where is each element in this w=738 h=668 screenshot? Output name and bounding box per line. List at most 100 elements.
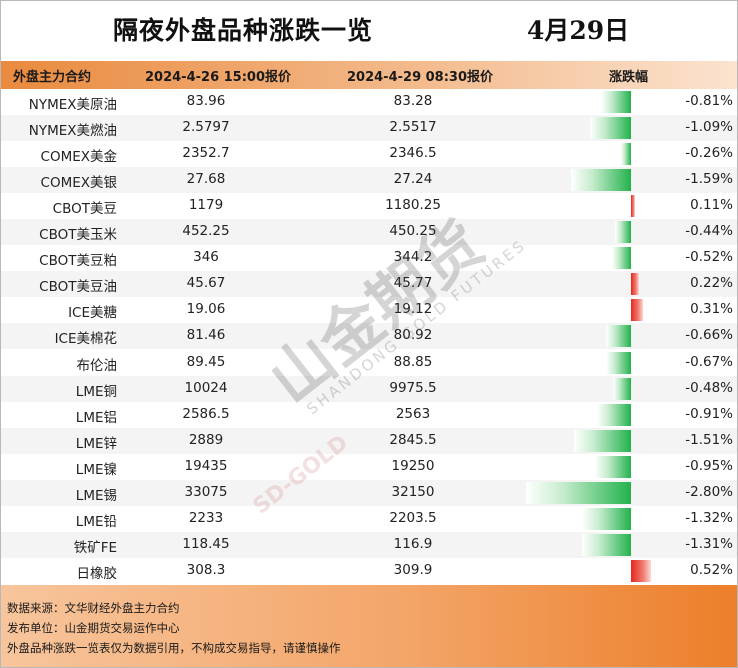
contract-name-text: CBOT美豆 [52,201,117,218]
contract-name: CBOT美豆 [53,197,117,217]
price-0426-text: 2233 [188,509,224,526]
change-bar-down [526,481,631,504]
contract-name-text: LME锌 [75,435,117,452]
contract-name-text: LME锡 [75,487,117,504]
price-0429-text: 450.25 [389,223,437,240]
footer: 数据来源：文华财经外盘主力合约 发布单位：山金期货交易运作中心 外盘品种涨跌一览… [1,585,737,667]
page-title: 隔夜外盘品种涨跌一览 [113,16,374,45]
change-bar-down [621,143,631,166]
contract-name-text: 日橡胶 [76,565,118,582]
table-row: ICE美糖 19.06 19.12 0.31% [1,297,737,323]
change-percent-text: -2.80% [685,483,733,500]
contract-name-text: CBOT美豆油 [39,279,117,296]
contract-name: LME铝 [76,406,117,426]
table-row: ICE美棉花 81.46 80.92 -0.66% [1,323,737,350]
price-0429-text: 32150 [391,483,435,500]
price-0426-text: 452.25 [182,223,230,240]
contract-name: NYMEX美原油 [29,93,117,113]
price-0429-text: 309.9 [393,561,433,578]
price-0429-text: 2.5517 [389,119,437,136]
change-percent-text: -0.66% [685,327,733,344]
change-bar-down [613,377,631,400]
change-percent-text: -0.91% [685,405,733,422]
price-0429-text: 19.12 [393,301,433,318]
change-percent: -1.09% [685,119,733,135]
contract-name: COMEX美金 [41,145,117,165]
price-0429-text: 116.9 [393,535,433,552]
price-0426-text: 2586.5 [182,405,230,422]
table-row: COMEX美银 27.68 27.24 -1.59% [1,167,737,194]
price-0426-text: 89.45 [186,353,226,370]
contract-name-text: 布伦油 [76,357,118,374]
contract-name: LME铅 [76,510,117,530]
price-0429-text: 2203.5 [389,509,437,526]
change-percent-text: -1.32% [685,509,733,526]
price-0426-text: 19435 [184,457,228,474]
price-0426-text: 2.5797 [182,119,230,136]
change-percent: -2.80% [685,484,733,500]
contract-name-text: LME镍 [75,461,117,478]
contract-name-text: COMEX美金 [40,149,117,166]
contract-name: ICE美糖 [68,301,117,321]
contract-name-text: CBOT美玉米 [39,227,117,244]
change-bar-down [600,91,631,113]
table-row: LME铜 10024 9975.5 -0.48% [1,375,737,402]
price-0429-text: 27.24 [393,171,433,188]
price-0429-text: 9975.5 [389,379,437,396]
change-percent: -0.26% [685,145,733,161]
title-bar: 隔夜外盘品种涨跌一览 4月29日 [1,1,737,61]
change-percent: 0.11% [690,197,733,213]
price-0429-text: 80.92 [393,327,433,344]
table-row: NYMEX美原油 83.96 83.28 -0.81% [1,89,737,115]
change-bar-down [605,351,631,374]
change-percent-text: -0.67% [685,353,733,370]
contract-name-text: LME铝 [75,409,117,426]
change-percent: -0.52% [685,249,733,265]
price-0426-text: 45.67 [186,275,226,292]
change-percent: -0.91% [685,406,733,422]
price-0429-text: 83.28 [393,93,433,109]
change-percent-text: -0.95% [685,457,733,474]
contract-name: NYMEX美燃油 [29,119,117,139]
change-percent-text: -0.52% [685,249,733,266]
contract-name-text: COMEX美银 [40,175,117,192]
change-percent-text: -1.59% [685,171,733,188]
price-0426-text: 33075 [184,483,228,500]
change-percent: 0.52% [690,562,733,578]
change-bar-down [614,221,631,244]
table-row: 布伦油 89.45 88.85 -0.67% [1,350,737,376]
price-0426-text: 346 [193,249,219,266]
contract-name: 铁矿FE [74,536,117,556]
header-change: 涨跌幅 [609,70,649,85]
change-percent-text: -0.81% [685,93,733,109]
contract-name: LME锡 [76,484,117,504]
change-percent: -1.32% [685,510,733,526]
table-row: 铁矿FE 118.45 116.9 -1.31% [1,531,737,558]
change-percent-text: -0.48% [685,379,733,396]
table-row: 日橡胶 308.3 309.9 0.52% [1,558,737,584]
table-row: LME镍 19435 19250 -0.95% [1,454,737,480]
change-percent: -0.66% [685,327,733,343]
change-percent: -1.31% [685,536,733,552]
price-0426-text: 83.96 [186,93,226,109]
contract-name: 日橡胶 [77,562,118,582]
header-price-0426: 2024-4-26 15:00报价 [145,70,292,85]
price-0429-text: 45.77 [393,275,433,292]
price-0429-text: 344.2 [393,249,433,266]
contract-name: LME锌 [76,432,117,452]
change-percent: -1.51% [685,432,733,448]
contract-name: CBOT美豆油 [39,275,117,295]
change-bar-down [611,247,631,270]
change-percent-text: 0.31% [690,301,733,318]
change-bar-down [581,507,631,530]
price-0429-text: 1180.25 [385,197,441,214]
table-body: NYMEX美原油 83.96 83.28 -0.81% NYMEX美燃油 2.5797 2.… [1,89,737,584]
table-row: LME锌 2889 2845.5 -1.51% [1,427,737,454]
change-bar-up [631,559,651,582]
price-0426-text: 2889 [188,431,224,448]
contract-name: LME镍 [76,458,117,478]
contract-name-text: LME铅 [75,513,117,530]
change-bar-down [581,533,631,556]
change-percent-text: -0.44% [685,223,733,240]
change-bar-down [571,169,631,192]
